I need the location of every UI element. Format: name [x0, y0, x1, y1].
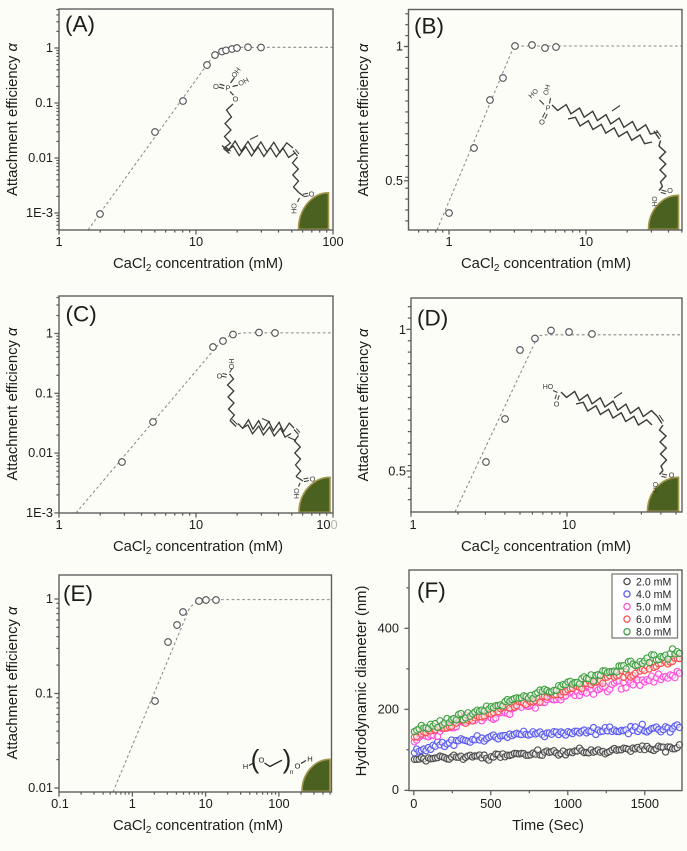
- svg-text:H: H: [307, 755, 312, 764]
- svg-text:Attachment efficiency α: Attachment efficiency α: [356, 43, 372, 196]
- svg-text:1: 1: [409, 517, 416, 532]
- svg-text:(C): (C): [66, 302, 97, 327]
- svg-text:0.01: 0.01: [28, 445, 53, 460]
- svg-text:200: 200: [378, 702, 399, 717]
- svg-text:O: O: [554, 400, 560, 409]
- svg-text:OH: OH: [543, 84, 552, 96]
- svg-text:0: 0: [410, 796, 417, 811]
- svg-text:1: 1: [399, 322, 406, 337]
- svg-text:CaCl2 concentration (mM): CaCl2 concentration (mM): [461, 539, 631, 557]
- svg-text:HO: HO: [653, 481, 660, 492]
- svg-text:(E): (E): [63, 581, 93, 606]
- svg-text:1: 1: [445, 234, 452, 249]
- svg-text:CaCl2 concentration (mM): CaCl2 concentration (mM): [113, 256, 283, 274]
- svg-text:1500: 1500: [631, 796, 659, 811]
- svg-text:CaCl2 concentration (mM): CaCl2 concentration (mM): [461, 256, 631, 274]
- svg-text:10: 10: [189, 234, 203, 249]
- svg-text:Attachment efficiency α: Attachment efficiency α: [356, 328, 372, 481]
- svg-text:10: 10: [562, 517, 576, 532]
- svg-text:O: O: [309, 190, 315, 199]
- svg-text:HO: HO: [543, 384, 554, 391]
- svg-text:10: 10: [198, 796, 212, 811]
- svg-text:1: 1: [46, 591, 53, 606]
- svg-text:O: O: [259, 756, 265, 765]
- svg-text:1E-3: 1E-3: [26, 205, 53, 220]
- svg-text:0.1: 0.1: [35, 386, 53, 401]
- svg-text:O: O: [295, 762, 301, 771]
- svg-text:(A): (A): [65, 12, 95, 37]
- svg-text:400: 400: [378, 621, 399, 636]
- svg-text:(B): (B): [414, 14, 444, 39]
- svg-text:O: O: [233, 95, 239, 104]
- svg-text:OH: OH: [237, 75, 251, 88]
- svg-text:500: 500: [480, 796, 501, 811]
- svg-text:(: (: [251, 744, 260, 774]
- svg-text:Attachment efficiency α: Attachment efficiency α: [5, 327, 21, 480]
- svg-text:Hydrodynamic diameter (nm): Hydrodynamic diameter (nm): [354, 586, 370, 777]
- svg-text:1: 1: [46, 326, 53, 341]
- svg-text:4.0 mM: 4.0 mM: [636, 589, 671, 601]
- svg-text:(D): (D): [417, 306, 448, 331]
- svg-text:100: 100: [316, 517, 337, 532]
- svg-text:1: 1: [55, 517, 62, 532]
- svg-text:OH: OH: [227, 359, 236, 370]
- svg-text:1000: 1000: [554, 796, 582, 811]
- svg-text:100: 100: [268, 796, 289, 811]
- svg-text:1: 1: [46, 40, 53, 55]
- svg-text:8.0 mM: 8.0 mM: [636, 627, 671, 639]
- svg-text:O: O: [213, 82, 219, 91]
- svg-text:(F): (F): [417, 578, 446, 603]
- svg-text:0.1: 0.1: [51, 796, 69, 811]
- svg-text:n: n: [290, 769, 294, 776]
- svg-text:1E-3: 1E-3: [26, 505, 53, 520]
- svg-text:10: 10: [579, 234, 593, 249]
- svg-text:O: O: [217, 372, 223, 381]
- svg-text:1: 1: [55, 234, 62, 249]
- svg-text:O: O: [669, 471, 675, 480]
- svg-text:HO: HO: [290, 203, 299, 214]
- svg-text:): ): [283, 744, 292, 774]
- svg-text:100: 100: [322, 234, 343, 249]
- svg-text:1: 1: [129, 796, 136, 811]
- svg-text:0.5: 0.5: [385, 173, 403, 188]
- svg-text:CaCl2 concentration (mM): CaCl2 concentration (mM): [113, 818, 283, 836]
- svg-text:0.5: 0.5: [388, 464, 406, 479]
- svg-text:Time (Sec): Time (Sec): [512, 818, 584, 834]
- svg-text:1: 1: [396, 39, 403, 54]
- svg-text:Attachment efficiency α: Attachment efficiency α: [5, 42, 21, 195]
- svg-text:6.0 mM: 6.0 mM: [636, 614, 671, 626]
- svg-text:0.1: 0.1: [35, 686, 53, 701]
- svg-text:P: P: [226, 84, 231, 93]
- svg-text:O: O: [539, 118, 545, 127]
- svg-text:10: 10: [189, 517, 203, 532]
- svg-text:0: 0: [392, 782, 399, 797]
- svg-text:0.1: 0.1: [35, 95, 53, 110]
- svg-text:HO: HO: [652, 196, 659, 207]
- svg-text:5.0 mM: 5.0 mM: [636, 601, 671, 613]
- svg-text:H: H: [243, 762, 248, 771]
- svg-text:O: O: [667, 186, 673, 195]
- svg-text:O: O: [310, 475, 316, 484]
- svg-text:P: P: [546, 104, 551, 113]
- svg-text:2.0 mM: 2.0 mM: [636, 576, 671, 588]
- svg-text:HO: HO: [292, 488, 301, 499]
- svg-text:Attachment efficiency α: Attachment efficiency α: [5, 606, 21, 759]
- svg-text:0.01: 0.01: [28, 780, 53, 795]
- svg-text:0.01: 0.01: [28, 150, 53, 165]
- svg-text:CaCl2 concentration (mM): CaCl2 concentration (mM): [113, 539, 283, 557]
